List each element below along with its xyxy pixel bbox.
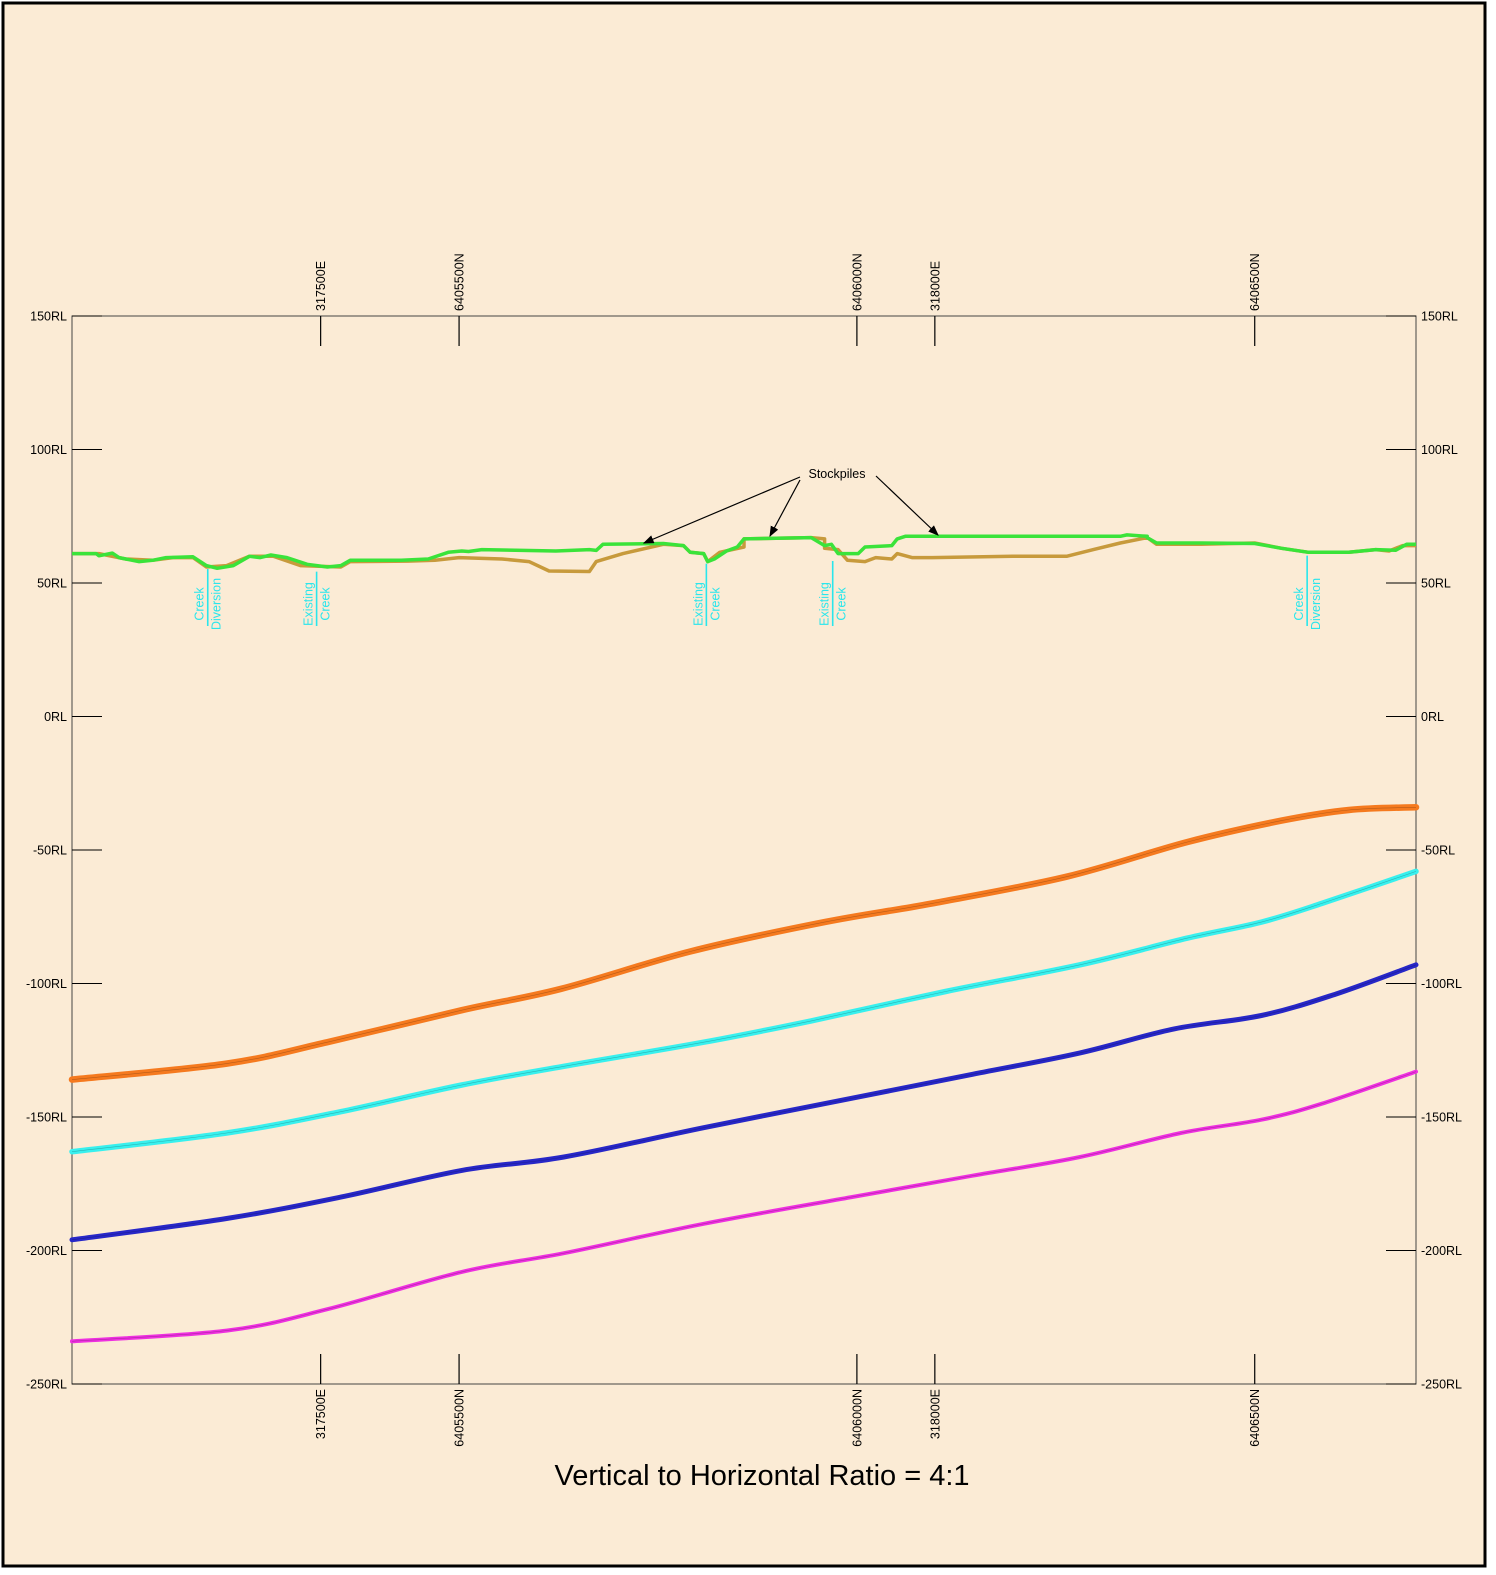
- rl-label-right: -150RL: [1421, 1111, 1462, 1125]
- rl-label-right: -250RL: [1421, 1378, 1462, 1392]
- creek-labels: Creek Diversion Existing Creek Existing Creek…: [193, 555, 1323, 630]
- seam-cyan-edge: [71, 871, 1417, 1152]
- creek-label-line2: Creek: [835, 587, 849, 621]
- stockpile-arrow: [769, 479, 801, 538]
- surface-line: [72, 533, 1416, 571]
- stockpiles-callout: Stockpiles: [642, 467, 939, 544]
- seam-orange: [68, 804, 1420, 1083]
- rl-label-left: 0RL: [44, 710, 67, 724]
- coordinate-markers-bottom: 317500E 6405500N 6406000N 318000E 6406500N: [314, 1354, 1262, 1447]
- rl-label-right: 0RL: [1421, 710, 1444, 724]
- creek-label-line1: Existing: [691, 582, 705, 626]
- rl-axis-left: 150RL 100RL 50RL 0RL -50RL -100RL -150RL -200RL…: [26, 310, 102, 1392]
- seam-magenta-edge: [71, 1071, 1417, 1342]
- coord-label-top: 6406500N: [1248, 253, 1262, 311]
- seam-magenta: [70, 1069, 1418, 1344]
- stockpile-arrow: [642, 476, 801, 544]
- coord-label-top: 318000E: [928, 261, 942, 311]
- rl-label-right: -50RL: [1421, 844, 1455, 858]
- coord-label-bottom: 317500E: [314, 1389, 328, 1439]
- creek-label-line2: Diversion: [210, 578, 224, 630]
- rl-label-left: -50RL: [33, 844, 67, 858]
- rl-label-left: -150RL: [26, 1111, 67, 1125]
- creek-label-line2: Creek: [319, 587, 333, 621]
- creek-label-line1: Existing: [302, 582, 316, 626]
- rl-label-right: 100RL: [1421, 443, 1458, 457]
- coordinate-markers-top: 317500E 6405500N 6406000N 318000E 6406500N: [314, 253, 1262, 346]
- stockpiles-label: Stockpiles: [809, 467, 866, 481]
- rl-axis-right: 150RL 100RL 50RL 0RL -50RL -100RL -150RL -200RL…: [1386, 310, 1462, 1392]
- rl-label-left: -200RL: [26, 1244, 67, 1258]
- creek-label-line2: Diversion: [1309, 578, 1323, 630]
- rl-label-right: 50RL: [1421, 577, 1451, 591]
- coord-label-bottom: 6405500N: [453, 1389, 467, 1447]
- seam-blue-edge: [71, 964, 1417, 1241]
- rl-label-right: 150RL: [1421, 310, 1458, 324]
- coord-label-top: 6405500N: [453, 253, 467, 311]
- rl-label-left: 150RL: [30, 310, 67, 324]
- seam-blue: [69, 962, 1419, 1243]
- coord-label-bottom: 318000E: [928, 1389, 942, 1439]
- stockpile-arrow: [875, 475, 939, 536]
- seam-cyan: [69, 868, 1419, 1155]
- coord-label-bottom: 6406000N: [850, 1389, 864, 1447]
- creek-label-line1: Existing: [818, 582, 832, 626]
- rl-label-left: -250RL: [26, 1378, 67, 1392]
- coord-label-bottom: 6406500N: [1248, 1389, 1262, 1447]
- rl-label-left: 100RL: [30, 443, 67, 457]
- rl-label-left: 50RL: [37, 577, 67, 591]
- creek-label-line1: Creek: [193, 587, 207, 621]
- ground-profiles: [72, 533, 1416, 574]
- coord-label-top: 317500E: [314, 261, 328, 311]
- seam-orange-edge: [71, 807, 1417, 1080]
- rl-label-right: -100RL: [1421, 977, 1462, 991]
- rl-label-right: -200RL: [1421, 1244, 1462, 1258]
- coord-label-top: 6406000N: [850, 253, 864, 311]
- creek-label-line1: Creek: [1292, 587, 1306, 621]
- ratio-label: Vertical to Horizontal Ratio = 4:1: [554, 1460, 969, 1492]
- seam-lines: [68, 804, 1420, 1344]
- creek-label-line2: Creek: [708, 587, 722, 621]
- rl-label-left: -100RL: [26, 977, 67, 991]
